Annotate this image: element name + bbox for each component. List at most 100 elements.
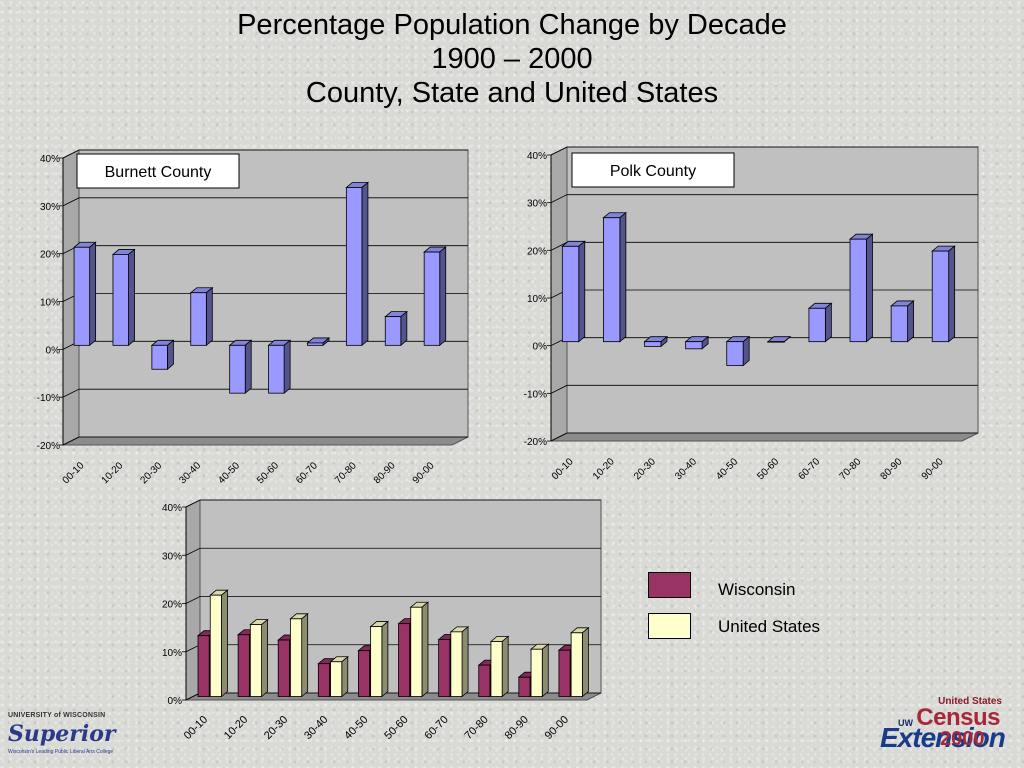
x-tick-label: 60-70 — [422, 714, 450, 742]
bar-united-states-30-40-front — [330, 661, 343, 697]
page-title: Percentage Population Change by Decade 1… — [0, 8, 1024, 110]
title-line-2: 1900 – 2000 — [431, 43, 593, 75]
bar-united-states-10-20-front — [249, 624, 262, 697]
bar-united-states-90-00-front — [570, 632, 583, 697]
x-tick-label: 30-40 — [177, 460, 203, 486]
uw-superior-logo: UNIVERSITY of WISCONSIN Superior Wiscons… — [8, 712, 116, 760]
x-tick-label: 40-50 — [342, 714, 370, 742]
bar-50-60-side — [784, 336, 791, 342]
x-tick-label: 80-90 — [879, 456, 905, 482]
legend-label-united-states: United States — [718, 617, 821, 636]
title-line-3: County, State and United States — [305, 77, 719, 109]
gridline — [62, 149, 468, 159]
gridline — [550, 194, 978, 204]
bar-united-states-20-30-side — [301, 612, 309, 698]
bar-wisconsin-70-80-front — [478, 664, 491, 697]
bar-80-90-front — [384, 316, 402, 346]
bar-10-20-front — [112, 254, 129, 346]
bar-80-90-front — [890, 305, 908, 343]
legend-label-wisconsin: Wisconsin — [718, 580, 796, 599]
title-line-1: Percentage Population Change by Decade — [237, 9, 787, 41]
y-tick-label: 10% — [162, 648, 182, 659]
x-tick-label: 10-20 — [222, 714, 250, 742]
y-tick-label: -20% — [37, 441, 60, 452]
bar-wisconsin-60-70-front — [438, 639, 451, 697]
y-tick-label: 0% — [46, 345, 61, 356]
legend-swatch-wisconsin — [648, 572, 691, 598]
bar-40-50-front — [726, 341, 744, 366]
gridline — [62, 436, 468, 446]
y-tick-label: 10% — [527, 294, 547, 305]
x-tick-label: 70-80 — [838, 456, 864, 482]
bar-wisconsin-50-60-front — [398, 623, 411, 697]
x-tick-label: 80-90 — [503, 714, 531, 742]
bar-united-states-00-10-front — [209, 594, 222, 697]
logo-tagline-text: Wisconsin's Leading Public Liberal Arts … — [8, 749, 114, 755]
logo-superior-text: Superior — [8, 721, 116, 747]
chart-title: Polk County — [610, 163, 696, 180]
y-tick-label: 40% — [162, 503, 182, 514]
y-tick-label: 10% — [40, 298, 60, 309]
bar-40-50-front — [229, 344, 246, 394]
y-tick-label: 20% — [527, 246, 547, 257]
bar-united-states-10-20-side — [261, 618, 268, 698]
bar-united-states-80-90-side — [541, 643, 549, 698]
y-tick-label: 0% — [168, 696, 183, 707]
logo-univ-text: UNIVERSITY of WISCONSIN — [8, 712, 106, 719]
x-tick-label: 90-00 — [920, 456, 946, 482]
x-tick-label: 60-70 — [294, 460, 320, 486]
bar-70-80-front — [849, 238, 867, 343]
x-tick-label: 50-60 — [755, 456, 781, 482]
bar-40-50-side — [742, 335, 750, 367]
chart-title: Burnett County — [105, 164, 212, 181]
bar-wisconsin-40-50-front — [358, 650, 371, 697]
bar-00-10-front — [561, 245, 580, 343]
bar-50-60-front — [767, 341, 785, 343]
bar-30-40-side — [205, 286, 213, 347]
logo-uw-text: UW — [898, 718, 913, 728]
bar-wisconsin-30-40-front — [317, 663, 330, 697]
bar-60-70-front — [307, 342, 324, 346]
x-tick-label: 30-40 — [673, 456, 699, 482]
bar-30-40-front — [190, 292, 207, 346]
gridline — [62, 388, 468, 398]
x-tick-label: 00-10 — [61, 460, 87, 486]
gridline — [550, 432, 978, 442]
bar-30-40-front — [685, 341, 703, 350]
x-tick-label: 20-30 — [138, 460, 164, 486]
bar-united-states-60-70-front — [450, 631, 463, 697]
bar-00-10-side — [89, 241, 97, 347]
gridline — [62, 197, 468, 207]
bar-united-states-00-10-side — [221, 589, 228, 698]
logo-year-text: 2000 — [940, 728, 985, 750]
bar-united-states-50-60-front — [410, 606, 423, 697]
gridline — [185, 596, 601, 604]
x-tick-label: 40-50 — [216, 460, 242, 486]
x-tick-label: 10-20 — [100, 460, 126, 486]
x-tick-label: 50-60 — [255, 460, 281, 486]
bar-20-30-side — [167, 339, 174, 371]
legend-swatch-united-states — [648, 613, 691, 639]
gridline — [185, 547, 601, 556]
y-tick-label: 20% — [162, 600, 182, 611]
bar-50-60-side — [283, 339, 291, 395]
bar-80-90-side — [907, 300, 914, 343]
bar-00-10-side — [578, 240, 586, 343]
x-tick-label: 80-90 — [372, 460, 398, 486]
y-tick-label: 30% — [527, 199, 547, 210]
plot-floor — [62, 436, 469, 446]
bar-wisconsin-90-00-front — [558, 649, 571, 697]
y-tick-label: -10% — [524, 389, 547, 400]
x-tick-label: 00-10 — [182, 714, 210, 742]
bar-50-60-front — [268, 344, 285, 394]
bar-60-70-side — [824, 302, 832, 343]
bar-united-states-20-30-front — [290, 618, 303, 697]
chart-3: 0% 10% 20% 30% 40% 00-10 10-20 20-30 30-40 40-50 5… — [162, 499, 602, 742]
bar-united-states-90-00-side — [581, 626, 589, 698]
bar-10-20-side — [128, 248, 135, 347]
bar-60-70-front — [808, 307, 826, 343]
bar-90-00-front — [931, 250, 950, 343]
bar-united-states-60-70-side — [461, 625, 469, 698]
logo-extension-text: Extension — [880, 722, 1006, 753]
bar-wisconsin-00-10-front — [197, 635, 210, 697]
